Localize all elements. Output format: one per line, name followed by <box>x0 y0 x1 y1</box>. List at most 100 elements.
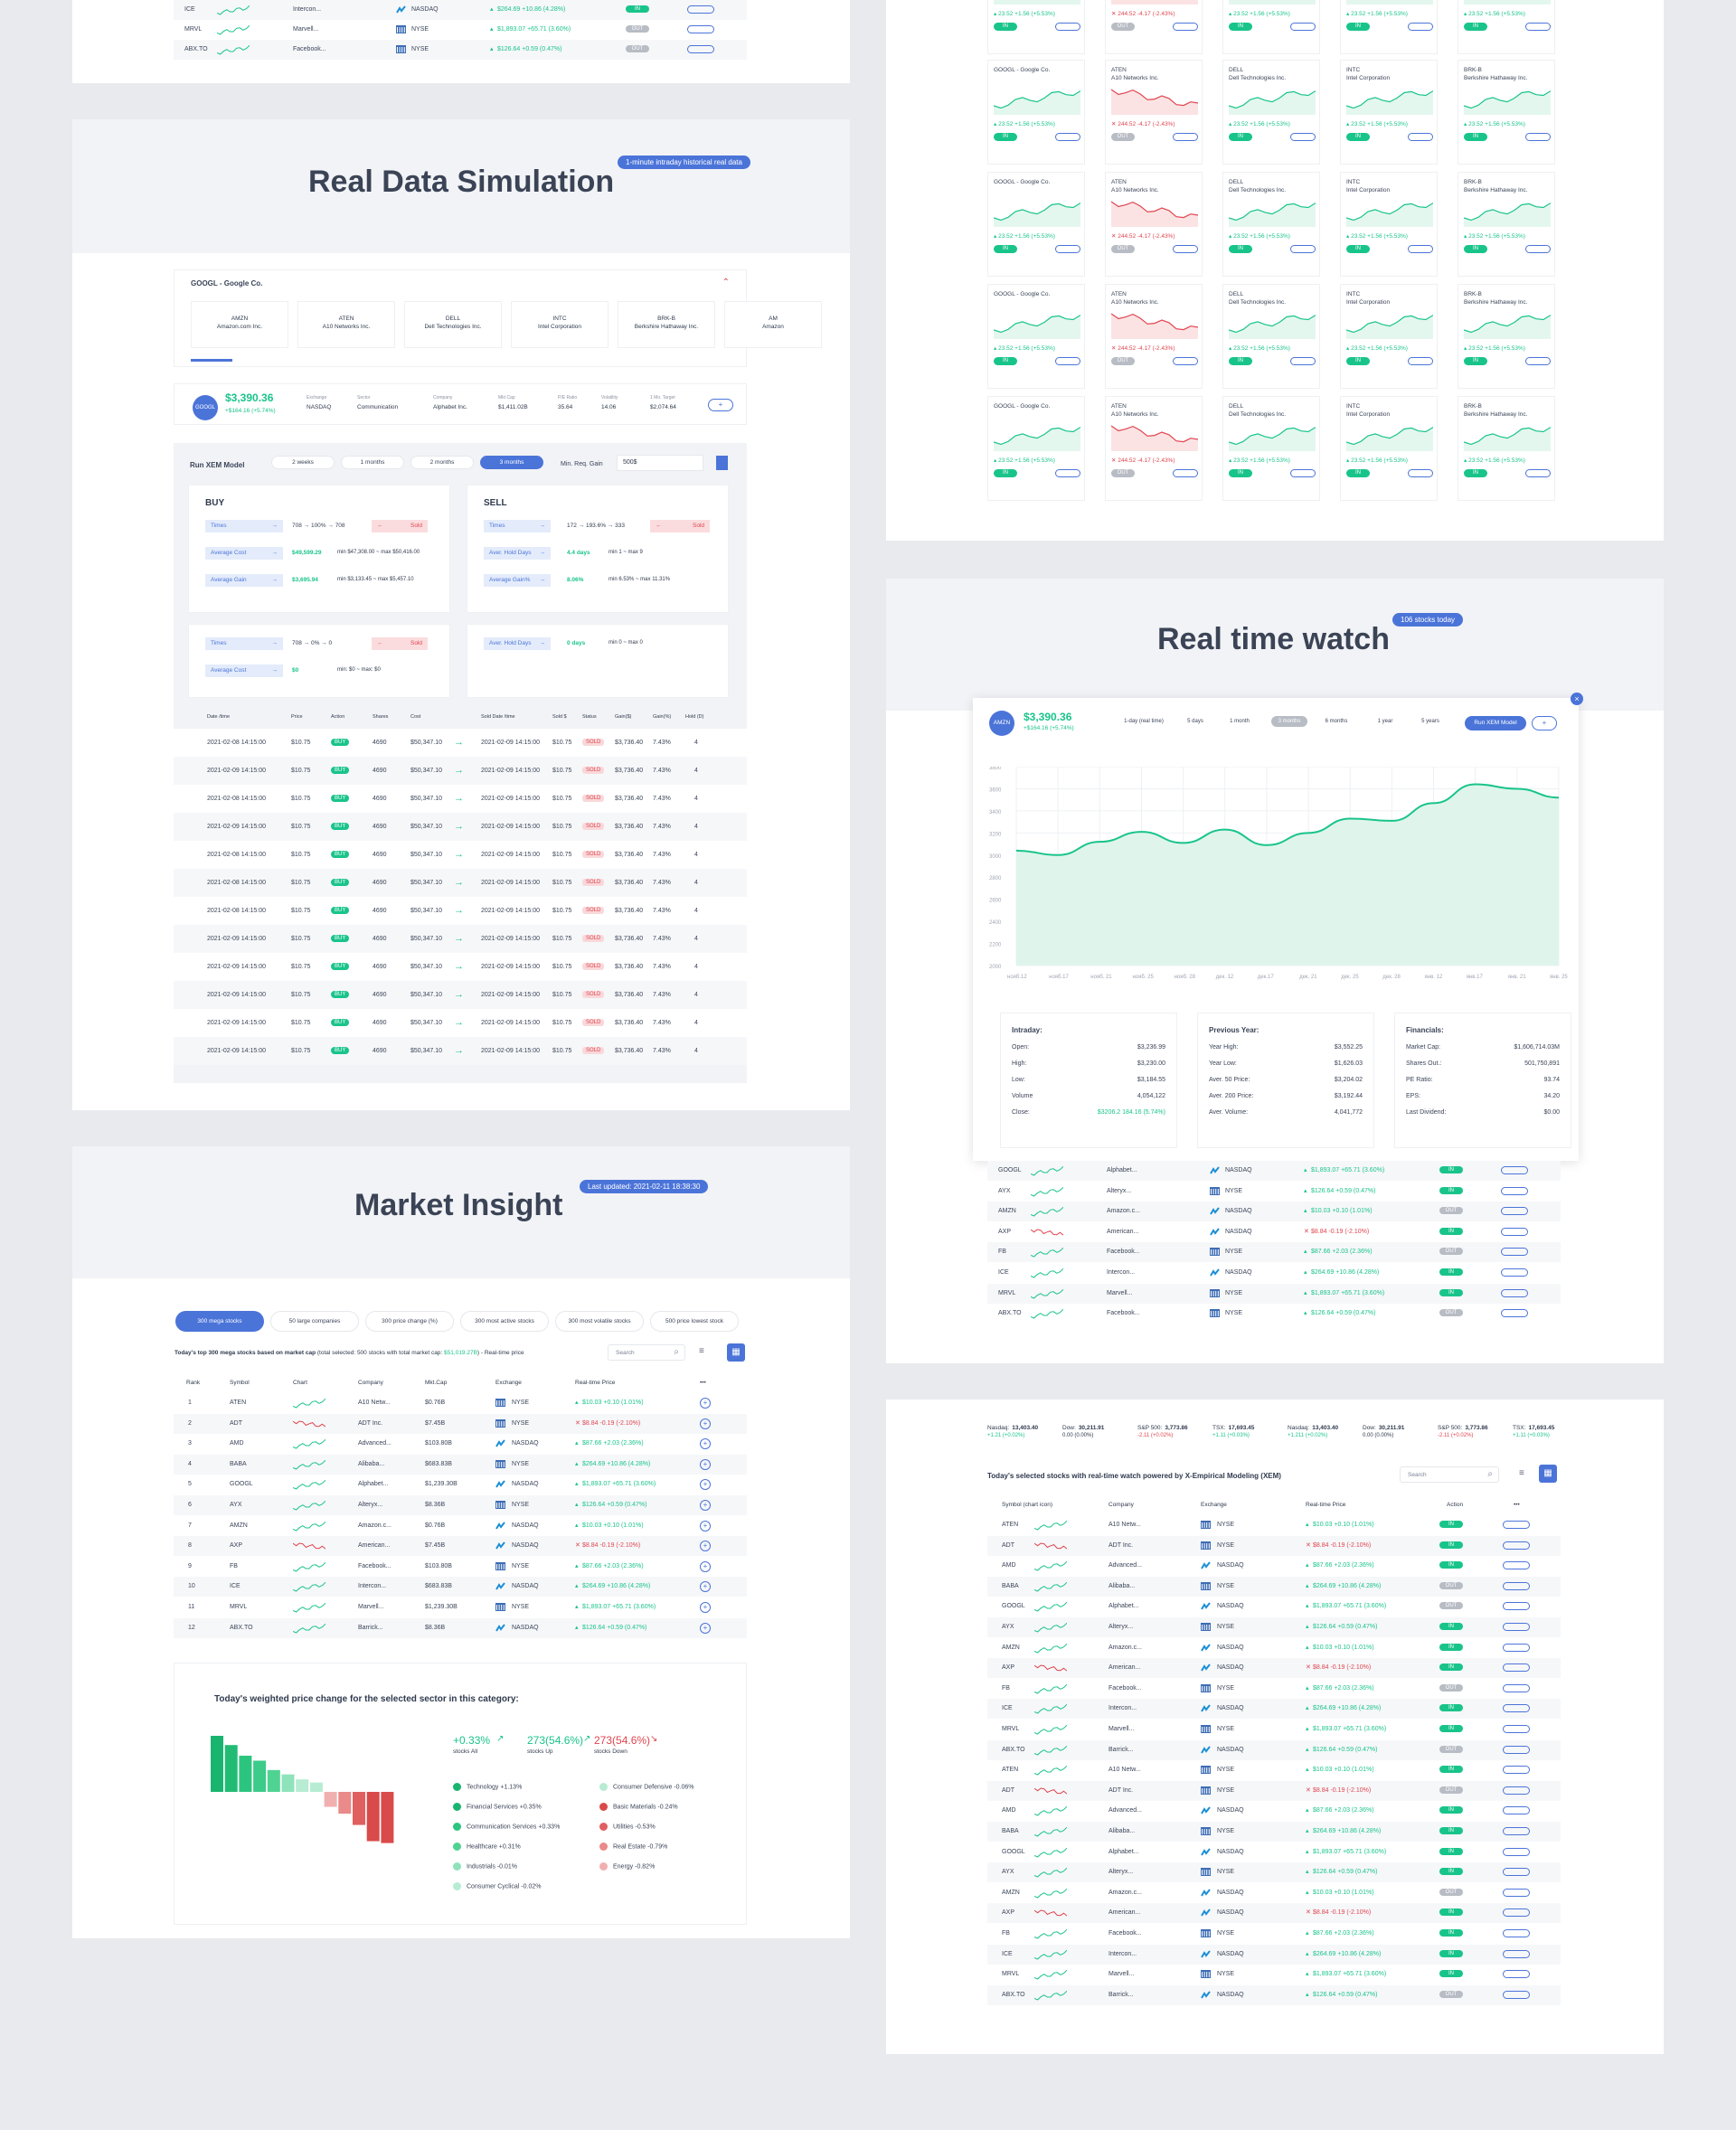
status-badge[interactable]: IN <box>1346 245 1370 253</box>
add-to-watch-button[interactable] <box>1055 133 1080 141</box>
status-badge[interactable]: OUT <box>1111 469 1135 477</box>
add-to-watch-button[interactable] <box>1408 133 1433 141</box>
category-tab[interactable]: 300 most active stocks <box>460 1311 549 1332</box>
category-tab[interactable]: 300 mega stocks <box>175 1311 264 1332</box>
add-to-watch-button[interactable] <box>1503 1602 1530 1611</box>
status-badge[interactable]: IN <box>1439 1704 1463 1712</box>
table-row[interactable]: MRVL Marvell... NYSE ▴ $1,893.07 +65.71 (3.6… <box>174 20 747 40</box>
table-row[interactable]: AYX Alteryx... NYSE ▴ $126.64 +0.59 (0.47%) I… <box>987 1181 1561 1202</box>
status-badge[interactable]: OUT <box>1439 1786 1463 1794</box>
close-icon[interactable]: × <box>1571 693 1583 705</box>
add-to-watch-button[interactable] <box>1503 1683 1530 1692</box>
table-row[interactable]: 4 BABA Alibaba... $683.83B NYSE ▴ $264.69 +10.… <box>174 1454 747 1475</box>
add-to-watch-button[interactable] <box>1503 1970 1530 1979</box>
stock-card[interactable]: ATEN A10 Networks Inc. ✕ 244.52 -4.17 (-2.… <box>1105 284 1203 389</box>
stock-card[interactable]: GOOGL - Google Co.▴ 23.52 +1.56 (+5.53%)… <box>987 172 1085 277</box>
table-row[interactable]: GOOGL Alphabet... NASDAQ ▴ $1,893.07 +65.71 … <box>987 1161 1561 1181</box>
column-header[interactable]: Real-time Price <box>575 1380 616 1386</box>
stock-card[interactable]: DELL Dell Technologies Inc. ▴ 23.52 +1.56 … <box>1222 284 1320 389</box>
add-to-watch-button[interactable] <box>1503 1623 1530 1631</box>
add-to-watch-button[interactable] <box>1525 357 1551 365</box>
column-header[interactable]: ••• <box>1514 1502 1520 1508</box>
add-to-watch-button[interactable] <box>1503 1949 1530 1958</box>
add-to-watch-button[interactable] <box>1408 23 1433 31</box>
table-row[interactable]: 3 AMD Advanced... $103.80B NASDAQ ▴ $87.66 +2.… <box>174 1434 747 1455</box>
status-badge[interactable]: IN <box>1229 133 1252 141</box>
status-badge[interactable]: IN <box>1439 1561 1463 1569</box>
status-badge[interactable]: IN <box>994 245 1017 253</box>
add-to-watch-button[interactable] <box>687 45 714 53</box>
list-view-icon[interactable]: ≡ <box>1519 1468 1524 1478</box>
add-to-watch-button[interactable] <box>1173 245 1198 253</box>
status-badge[interactable]: IN <box>1464 133 1487 141</box>
status-badge[interactable]: OUT <box>1111 357 1135 365</box>
table-row[interactable]: AMD Advanced... NASDAQ ▴ $87.66 +2.03 (2.36%… <box>987 1556 1561 1577</box>
trade-row[interactable]: 2021-02-09 14:15:00 $10.75 BUY 4690 $50,347.… <box>174 1009 747 1037</box>
add-icon[interactable]: + <box>700 1560 711 1572</box>
add-icon[interactable]: + <box>700 1520 711 1532</box>
status-badge[interactable]: OUT <box>1439 1990 1463 1998</box>
add-to-watch-button[interactable] <box>1408 357 1433 365</box>
add-to-watch-button[interactable] <box>1173 357 1198 365</box>
status-badge[interactable]: IN <box>1439 1766 1463 1774</box>
status-badge[interactable]: IN <box>1346 133 1370 141</box>
add-to-watch-button[interactable] <box>1503 1909 1530 1918</box>
status-badge[interactable]: IN <box>1439 1868 1463 1876</box>
add-to-watch-button[interactable] <box>1501 1207 1528 1216</box>
table-row[interactable]: AYX Alteryx... NYSE ▴ $126.64 +0.59 (0.47%) I… <box>987 1862 1561 1883</box>
status-badge[interactable]: IN <box>1439 1623 1463 1630</box>
column-header[interactable]: Mkt.Cap <box>425 1380 448 1386</box>
add-to-watch-button[interactable] <box>1525 469 1551 477</box>
table-row[interactable]: 10 ICE Intercon... $683.83B NASDAQ ▴ $264.69 +… <box>174 1577 747 1598</box>
trade-row[interactable]: 2021-02-08 14:15:00 $10.75 BUY 4690 $50,347.… <box>174 841 747 869</box>
add-icon[interactable]: + <box>700 1541 711 1552</box>
table-row[interactable]: BABA Alibaba... NYSE ▴ $264.69 +10.86 (4.28%… <box>987 1822 1561 1842</box>
column-header[interactable]: Symbol (chart icon) <box>1002 1502 1052 1508</box>
add-icon[interactable]: + <box>700 1602 711 1613</box>
stock-card[interactable]: GOOGL - Google Co.▴ 23.52 +1.56 (+5.53%)… <box>987 0 1085 54</box>
add-to-watch-button[interactable] <box>1173 23 1198 31</box>
trade-row[interactable]: 2021-02-08 14:15:00 $10.75 BUY 4690 $50,347.… <box>174 729 747 757</box>
trade-row[interactable]: 2021-02-08 14:15:00 $10.75 BUY 4690 $50,347.… <box>174 897 747 925</box>
column-header[interactable]: Exchange <box>495 1380 522 1386</box>
table-row[interactable]: AMZN Amazon.c... NASDAQ ▴ $10.03 +0.10 (1.01… <box>987 1637 1561 1658</box>
status-badge[interactable]: OUT <box>1111 23 1135 31</box>
table-row[interactable]: GOOGL Alphabet... NASDAQ ▴ $1,893.07 +65.71 … <box>987 1842 1561 1862</box>
column-header[interactable]: Symbol <box>230 1380 250 1386</box>
stock-card[interactable]: GOOGL - Google Co.▴ 23.52 +1.56 (+5.53%)… <box>987 284 1085 389</box>
stock-card[interactable]: DELL Dell Technologies Inc. ▴ 23.52 +1.56 … <box>1222 60 1320 165</box>
add-icon[interactable]: + <box>700 1418 711 1429</box>
add-to-watch-button[interactable] <box>1408 469 1433 477</box>
status-badge[interactable]: IN <box>1464 245 1487 253</box>
status-badge[interactable]: IN <box>626 5 649 13</box>
table-row[interactable]: FB Facebook... NYSE ▴ $87.66 +2.03 (2.36%) OU… <box>987 1242 1561 1263</box>
add-button[interactable]: + <box>1532 716 1557 730</box>
table-row[interactable]: 8 AXP American... $7.45B NASDAQ ✕ $8.84 -0.19 … <box>174 1536 747 1557</box>
add-to-watch-button[interactable] <box>1055 357 1080 365</box>
table-row[interactable]: ICE Intercon... NASDAQ ▴ $264.69 +10.86 (4.2… <box>174 0 747 20</box>
column-header[interactable]: Gain(%) <box>653 714 672 720</box>
column-header[interactable]: Shares <box>373 714 389 720</box>
company-card[interactable]: BRK-B Berkshire Hathaway Inc. <box>618 301 715 348</box>
add-icon[interactable]: + <box>700 1398 711 1409</box>
min-req-input[interactable]: 500$ <box>617 455 703 471</box>
column-header[interactable]: Hold (D) <box>685 714 704 720</box>
stock-card[interactable]: INTC Intel Corporation ▴ 23.52 +1.56 (+5.5… <box>1340 172 1438 277</box>
status-badge[interactable]: IN <box>1346 23 1370 31</box>
stock-card[interactable]: INTC Intel Corporation ▴ 23.52 +1.56 (+5.5… <box>1340 60 1438 165</box>
add-to-watch-button[interactable] <box>1503 1561 1530 1570</box>
add-icon[interactable]: + <box>700 1458 711 1470</box>
category-tab[interactable]: 300 price change (%) <box>365 1311 454 1332</box>
category-tab[interactable]: 50 large companies <box>270 1311 359 1332</box>
stock-card[interactable]: BRK-B Berkshire Hathaway Inc. ▴ 23.52 +1.5… <box>1458 284 1555 389</box>
column-header[interactable]: Sold $ <box>552 714 567 720</box>
add-to-watch-button[interactable] <box>1055 469 1080 477</box>
add-to-watch-button[interactable] <box>687 25 714 33</box>
trade-row[interactable]: 2021-02-09 14:15:00 $10.75 BUY 4690 $50,347.… <box>174 1037 747 1065</box>
column-header[interactable]: Cost <box>410 714 421 720</box>
company-card[interactable]: AMZN Amazon.com Inc. <box>191 301 288 348</box>
status-badge[interactable]: IN <box>1439 1847 1463 1855</box>
trade-row[interactable]: 2021-02-09 14:15:00 $10.75 BUY 4690 $50,347.… <box>174 757 747 785</box>
category-tab[interactable]: 300 most volatile stocks <box>555 1311 644 1332</box>
column-header[interactable]: Rank <box>186 1380 201 1386</box>
